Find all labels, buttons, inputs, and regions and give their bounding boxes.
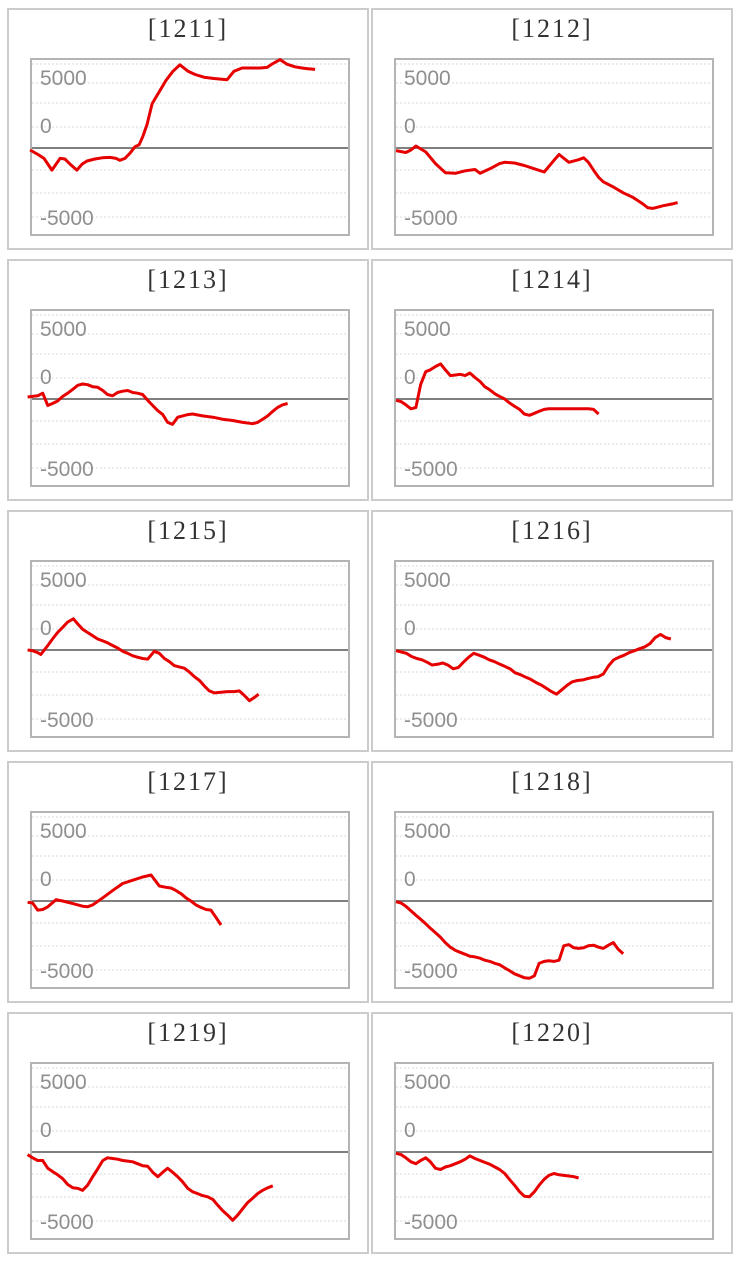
series-line (26, 1153, 274, 1222)
chart-title: [1218] (511, 767, 593, 796)
slump-line-chart: 5000 0 -5000 (29, 58, 348, 230)
y-tick-label: 0 (40, 115, 52, 138)
chart-cell: [1216] 5000 0 -5000 (371, 510, 733, 752)
y-tick-label: 0 (404, 868, 416, 891)
y-tick-label: -5000 (404, 1211, 458, 1234)
y-tick-label: 5000 (404, 318, 451, 341)
chart-title: [1217] (147, 767, 229, 796)
slump-line-chart: 5000 0 -5000 (395, 314, 712, 481)
plot-area: 5000 0 -5000 (394, 560, 714, 738)
plot-area: 5000 0 -5000 (394, 58, 714, 236)
series-line (27, 617, 260, 703)
chart-title: [1216] (511, 516, 593, 545)
chart-title: [1215] (147, 516, 229, 545)
series-line (27, 382, 288, 426)
y-tick-label: 0 (404, 617, 416, 640)
plot-area: 5000 0 -5000 (27, 560, 350, 738)
series-line (395, 900, 625, 980)
chart-title: [1211] (147, 14, 229, 43)
y-tick-label: -5000 (40, 709, 94, 732)
chart-cell: [1214] 5000 0 -5000 (371, 259, 733, 501)
y-tick-label: -5000 (404, 709, 458, 732)
slump-line-chart: 5000 0 -5000 (395, 1067, 712, 1234)
y-tick-label: -5000 (404, 458, 458, 481)
y-tick-label: 5000 (40, 67, 87, 90)
series-line (395, 362, 600, 417)
y-tick-label: 0 (40, 868, 52, 891)
series-line (395, 632, 672, 696)
y-tick-label: -5000 (404, 207, 458, 230)
slump-line-chart: 5000 0 -5000 (395, 816, 712, 983)
y-tick-label: 0 (404, 1119, 416, 1142)
series-line (29, 58, 316, 172)
slump-line-chart: 5000 0 -5000 (27, 565, 348, 732)
y-tick-label: 0 (40, 617, 52, 640)
y-tick-label: 0 (40, 1119, 52, 1142)
series-line (395, 144, 678, 210)
slump-line-chart: 5000 0 -5000 (395, 63, 712, 230)
series-line (395, 1151, 579, 1199)
slump-line-chart: 5000 0 -5000 (395, 565, 712, 732)
slump-line-chart: 5000 0 -5000 (27, 314, 348, 481)
plot-area: 5000 0 -5000 (394, 309, 714, 487)
y-tick-label: 5000 (404, 1071, 451, 1094)
chart-cell: [1213] 5000 0 -5000 (7, 259, 369, 501)
chart-cell: [1217] 5000 0 -5000 (7, 761, 369, 1003)
plot-area: 5000 0 -5000 (394, 811, 714, 989)
y-tick-label: 0 (40, 366, 52, 389)
slump-line-chart: 5000 0 -5000 (27, 816, 348, 983)
plot-area: 5000 0 -5000 (394, 1062, 714, 1240)
y-tick-label: 5000 (404, 569, 451, 592)
y-tick-label: 5000 (404, 67, 451, 90)
chart-title: [1214] (511, 265, 593, 294)
y-tick-label: -5000 (404, 960, 458, 983)
plot-area: 5000 0 -5000 (27, 811, 350, 989)
chart-cell: [1212] 5000 0 -5000 (371, 8, 733, 250)
chart-title: [1219] (147, 1018, 229, 1047)
chart-cell: [1218] 5000 0 -5000 (371, 761, 733, 1003)
y-tick-label: -5000 (40, 207, 94, 230)
chart-cell: [1219] 5000 0 -5000 (7, 1012, 369, 1254)
y-tick-label: 5000 (404, 820, 451, 843)
y-tick-label: -5000 (40, 1211, 94, 1234)
y-tick-label: -5000 (40, 458, 94, 481)
slump-line-chart: 5000 0 -5000 (26, 1067, 348, 1234)
chart-cell: [1220] 5000 0 -5000 (371, 1012, 733, 1254)
y-tick-label: 5000 (40, 820, 87, 843)
chart-title: [1212] (511, 14, 593, 43)
plot-area: 5000 0 -5000 (27, 309, 350, 487)
y-tick-label: 5000 (40, 318, 87, 341)
y-tick-label: 0 (404, 115, 416, 138)
chart-cell: [1215] 5000 0 -5000 (7, 510, 369, 752)
y-tick-label: 5000 (40, 1071, 87, 1094)
chart-cell: [1211] 5000 0 -5000 (7, 8, 369, 250)
chart-title: [1220] (511, 1018, 593, 1047)
plot-area: 5000 0 -5000 (26, 1062, 350, 1240)
chart-title: [1213] (147, 265, 229, 294)
y-tick-label: -5000 (40, 960, 94, 983)
y-tick-label: 0 (404, 366, 416, 389)
plot-area: 5000 0 -5000 (29, 58, 350, 236)
series-line (27, 873, 223, 926)
y-tick-label: 5000 (40, 569, 87, 592)
